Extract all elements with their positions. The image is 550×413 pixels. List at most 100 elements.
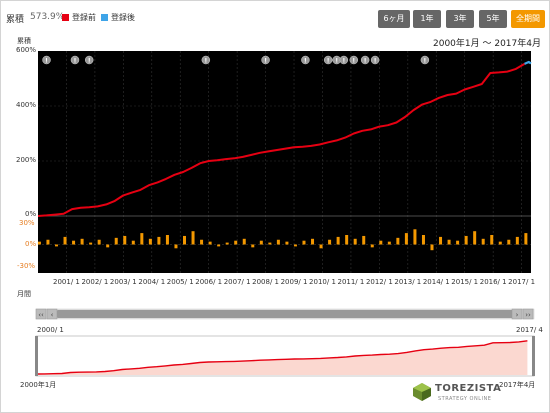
- event-marker[interactable]: [323, 55, 333, 65]
- x-tick-label: 2005/ 1: [167, 278, 194, 286]
- monthly-bar: [311, 238, 315, 245]
- x-tick-label: 2008/ 1: [252, 278, 279, 286]
- event-marker[interactable]: [420, 55, 430, 65]
- monthly-bar: [362, 235, 366, 245]
- monthly-bar: [259, 240, 263, 245]
- scroll-arrow-button[interactable]: [522, 308, 534, 320]
- period-all-button[interactable]: 全期間: [511, 10, 545, 28]
- event-marker[interactable]: [70, 55, 80, 65]
- event-marker[interactable]: [349, 55, 359, 65]
- scroll-arrow-icon: ››: [525, 311, 531, 319]
- monthly-bar: [89, 242, 93, 245]
- period-5years-button[interactable]: 5年: [479, 10, 507, 28]
- event-marker-label: !: [342, 58, 345, 65]
- x-tick-label: 2012/ 1: [366, 278, 393, 286]
- y-tick-600: 600%: [16, 46, 37, 54]
- event-marker-label: !: [204, 58, 207, 65]
- monthly-bar: [157, 236, 161, 245]
- period-6months-button[interactable]: 6ヶ月: [378, 10, 410, 28]
- monthly-bar: [328, 239, 332, 245]
- navigator-line: [35, 340, 528, 375]
- monthly-bar: [106, 244, 110, 248]
- navigator-handle-left[interactable]: [35, 336, 38, 376]
- monthly-bar: [302, 240, 306, 245]
- monthly-bar: [234, 240, 238, 245]
- event-marker[interactable]: [201, 55, 211, 65]
- event-marker[interactable]: [261, 55, 270, 65]
- monthly-bar: [345, 235, 349, 245]
- legend-after-label: 登録後: [111, 13, 135, 22]
- scroll-arrow-icon: ‹: [51, 311, 54, 319]
- torezista-logo-tagline: STRATEGY ONLINE: [438, 396, 492, 402]
- x-tick-label: 2014/ 1: [423, 278, 450, 286]
- monthly-axis-title: 月間: [17, 290, 31, 298]
- monthly-bar: [370, 244, 374, 248]
- monthly-tick-minus30: -30%: [17, 262, 36, 270]
- monthly-bar: [165, 235, 169, 245]
- x-tick-label: 2016/ 1: [480, 278, 507, 286]
- torezista-logo: TOREZISTA STRATEGY ONLINE: [413, 381, 503, 405]
- series-before-line: [37, 63, 526, 217]
- navigator-end-top: 2017/ 4: [516, 326, 543, 334]
- monthly-bar: [200, 239, 204, 245]
- monthly-bar: [140, 233, 144, 245]
- x-tick-label: 2001/ 1: [53, 278, 80, 286]
- event-marker-label: !: [352, 58, 355, 65]
- navigator-area: [36, 340, 528, 375]
- legend-before-label: 登録前: [72, 13, 96, 22]
- monthly-bar: [404, 233, 408, 245]
- monthly-bar: [63, 236, 67, 245]
- monthly-tick-30: 30%: [19, 219, 35, 227]
- monthly-bar: [387, 241, 391, 245]
- monthly-bar: [123, 235, 127, 245]
- y-tick-400: 400%: [16, 101, 37, 109]
- monthly-bar: [456, 240, 460, 245]
- event-marker-label: !: [424, 58, 427, 65]
- monthly-bar: [131, 240, 135, 245]
- navigator-handle-right[interactable]: [532, 336, 535, 376]
- x-tick-label: 2003/ 1: [110, 278, 137, 286]
- x-tick-label: 2002/ 1: [81, 278, 108, 286]
- scrollbar-thumb[interactable]: [57, 310, 518, 318]
- monthly-bar: [515, 236, 519, 245]
- x-tick-label: 2007/ 1: [224, 278, 251, 286]
- event-marker-label: !: [364, 58, 367, 65]
- monthly-bar: [464, 235, 468, 245]
- scroll-arrow-icon: ›: [516, 311, 519, 319]
- event-marker[interactable]: [339, 55, 349, 65]
- period-1year-button[interactable]: 1年: [413, 10, 441, 28]
- event-marker[interactable]: [370, 55, 380, 65]
- event-marker[interactable]: [84, 55, 94, 65]
- monthly-bar: [114, 237, 118, 245]
- period-3years-button[interactable]: 3年: [446, 10, 474, 28]
- monthly-bar: [225, 242, 229, 245]
- monthly-bar: [242, 238, 246, 245]
- cumulative-axis-title: 累積: [17, 37, 31, 45]
- monthly-bar: [421, 235, 425, 245]
- navigator-start-top: 2000/ 1: [37, 326, 64, 334]
- navigator-end-bottom: 2017年4月: [499, 381, 536, 389]
- cumulative-title: 累積: [6, 15, 25, 25]
- cumulative-value: 573.9%: [30, 12, 65, 22]
- event-marker[interactable]: [42, 55, 51, 65]
- monthly-bar: [396, 237, 400, 245]
- event-marker[interactable]: [360, 55, 370, 65]
- scroll-arrow-button[interactable]: [46, 308, 58, 320]
- monthly-bar: [80, 238, 84, 245]
- x-tick-label: 2009/ 1: [281, 278, 308, 286]
- monthly-bar: [97, 239, 101, 245]
- legend-after: 登録後: [101, 12, 135, 23]
- event-marker[interactable]: [301, 55, 310, 65]
- legend-before: 登録前: [62, 12, 96, 23]
- monthly-bar: [447, 239, 451, 245]
- x-tick-label: 2004/ 1: [138, 278, 165, 286]
- monthly-bar: [353, 238, 357, 245]
- scroll-arrow-button[interactable]: [35, 308, 47, 320]
- event-marker-label: !: [74, 58, 77, 65]
- monthly-tick-0: 0%: [25, 240, 37, 248]
- monthly-bar: [473, 231, 477, 245]
- monthly-bar: [439, 236, 443, 245]
- scroll-arrow-button[interactable]: [511, 308, 523, 320]
- legend-before-swatch: [62, 14, 69, 21]
- monthly-bar: [217, 244, 221, 247]
